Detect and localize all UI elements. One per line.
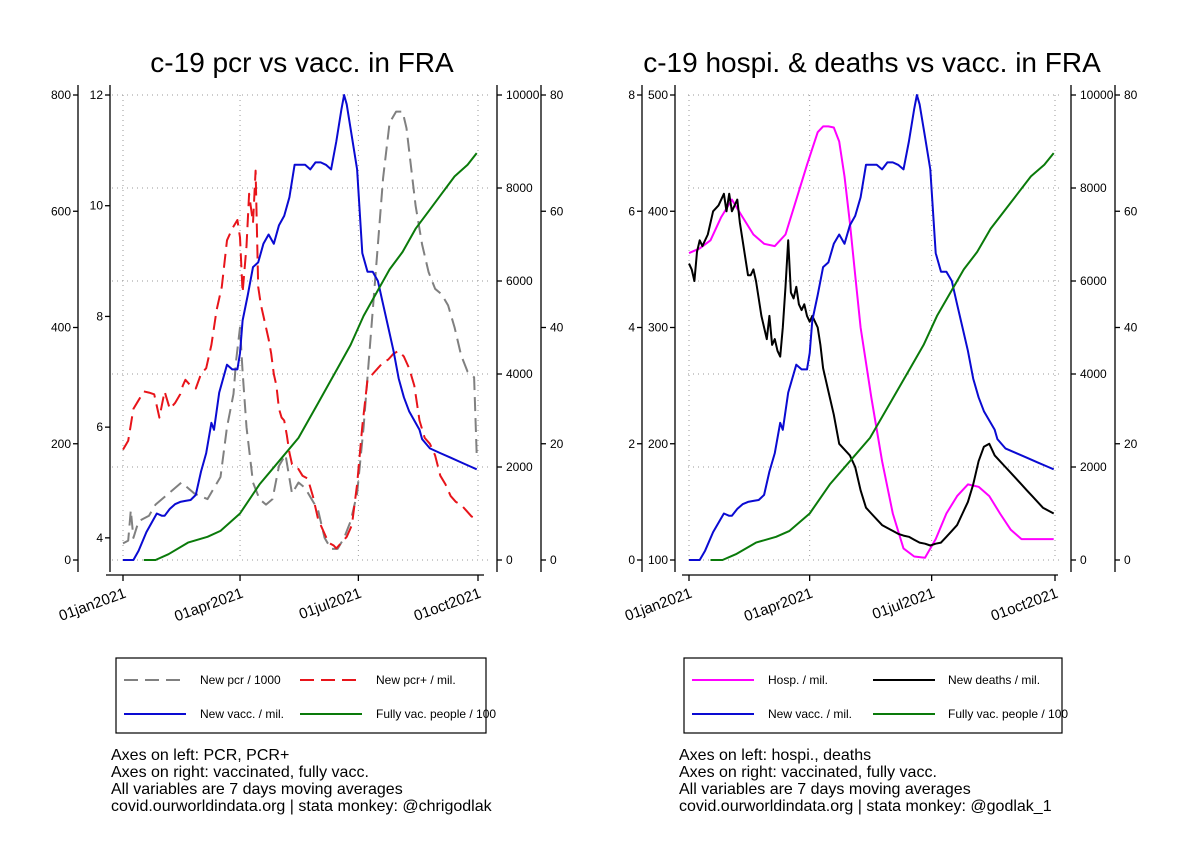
legend-label: New vacc. / mil.: [768, 707, 852, 721]
y-tick-label: 2: [628, 437, 635, 451]
legend-label: New pcr+ / mil.: [376, 673, 456, 687]
y-tick-label: 4: [96, 531, 103, 545]
y-tick-label: 6: [96, 420, 103, 434]
legend-box: [683, 657, 1063, 734]
y-tick-label: 6000: [1080, 274, 1107, 288]
y-tick-label: 60: [550, 204, 564, 218]
y-tick-label: 0: [506, 553, 513, 567]
x-tick-label: 01apr2021: [742, 585, 815, 626]
series-line-new-vacc-mil: [689, 94, 1055, 561]
y-tick-label: 8: [628, 88, 635, 102]
x-tick-label: 01apr2021: [172, 585, 245, 626]
note-line: Axes on left: hospi., deaths: [679, 747, 871, 764]
series-line-fully-vac-people-100: [710, 152, 1055, 561]
note-line: covid.ourworldindata.org | stata monkey:…: [111, 798, 493, 815]
legend-box: [115, 657, 487, 734]
y-tick-label: 4000: [506, 367, 533, 381]
panel-hospi-deaths-vs-vacc: c-19 hospi. & deaths vs vacc. in FRA 0 2 4 6…: [623, 47, 1138, 815]
y-tick-label: 12: [90, 88, 104, 102]
legend-label: New vacc. / mil.: [200, 707, 284, 721]
y-tick-label: 40: [550, 321, 564, 335]
series-line-new-vacc-mil: [123, 94, 478, 561]
y-tick-label: 200: [648, 437, 668, 451]
y-tick-label: 20: [550, 437, 564, 451]
x-tick-label: 01jan2021: [57, 585, 129, 625]
y-tick-label: 4000: [1080, 367, 1107, 381]
y-tick-label: 20: [1124, 437, 1138, 451]
note-line: Axes on left: PCR, PCR+: [111, 747, 289, 764]
x-tick-label: 01oct2021: [412, 585, 484, 625]
note-line: All variables are 7 days moving averages: [111, 781, 403, 798]
x-tick-label: 01oct2021: [989, 585, 1061, 625]
legend-label: Fully vac. people / 100: [948, 707, 1068, 721]
y-tick-label: 8: [96, 309, 103, 323]
series-line-new-pcr-mil: [122, 169, 478, 550]
y-tick-label: 0: [550, 553, 557, 567]
y-tick-label: 0: [1124, 553, 1131, 567]
y-tick-label: 80: [550, 88, 564, 102]
legend-label: Hosp. / mil.: [768, 673, 828, 687]
y-tick-label: 40: [1124, 321, 1138, 335]
x-tick-label: 01jan2021: [623, 585, 695, 625]
y-tick-label: 10: [90, 199, 104, 213]
series-line-hosp-mil: [688, 125, 1054, 559]
y-tick-label: 400: [648, 204, 668, 218]
y-tick-label: 80: [1124, 88, 1138, 102]
x-tick-label: 01jul2021: [870, 585, 937, 623]
y-tick-label: 0: [1080, 553, 1087, 567]
y-tick-label: 0: [64, 553, 71, 567]
chart-title: c-19 pcr vs vacc. in FRA: [150, 47, 454, 78]
y-tick-label: 200: [51, 437, 71, 451]
y-tick-label: 8000: [1080, 181, 1107, 195]
series-line-new-deaths-mil: [688, 192, 1055, 547]
y-tick-label: 6: [628, 204, 635, 218]
series-line-new-pcr-1000: [122, 110, 478, 550]
note-line: Axes on right: vaccinated, fully vacc.: [679, 764, 937, 781]
y-tick-label: 10000: [1080, 88, 1114, 102]
y-tick-label: 100: [648, 553, 668, 567]
legend-label: Fully vac. people / 100: [376, 707, 496, 721]
y-tick-label: 4: [628, 321, 635, 335]
x-tick-label: 01jul2021: [297, 585, 364, 623]
y-tick-label: 600: [51, 204, 71, 218]
y-tick-label: 400: [51, 321, 71, 335]
y-tick-label: 6000: [506, 274, 533, 288]
panel-pcr-vs-vacc: c-19 pcr vs vacc. in FRA0200400600800468…: [51, 47, 564, 815]
note-line: Axes on right: vaccinated, fully vacc.: [111, 764, 369, 781]
y-tick-label: 60: [1124, 204, 1138, 218]
legend-label: New pcr / 1000: [200, 673, 281, 687]
y-tick-label: 300: [648, 321, 668, 335]
y-tick-label: 0: [628, 553, 635, 567]
note-line: All variables are 7 days moving averages: [679, 781, 971, 798]
chart-title: c-19 hospi. & deaths vs vacc. in FRA: [643, 47, 1101, 78]
y-tick-label: 500: [648, 88, 668, 102]
y-tick-label: 2000: [506, 460, 533, 474]
y-tick-label: 10000: [506, 88, 540, 102]
y-tick-label: 8000: [506, 181, 533, 195]
series-line-fully-vac-people-100: [143, 152, 478, 561]
y-tick-label: 2000: [1080, 460, 1107, 474]
y-tick-label: 800: [51, 88, 71, 102]
legend-label: New deaths / mil.: [948, 673, 1040, 687]
note-line: covid.ourworldindata.org | stata monkey:…: [679, 798, 1052, 815]
